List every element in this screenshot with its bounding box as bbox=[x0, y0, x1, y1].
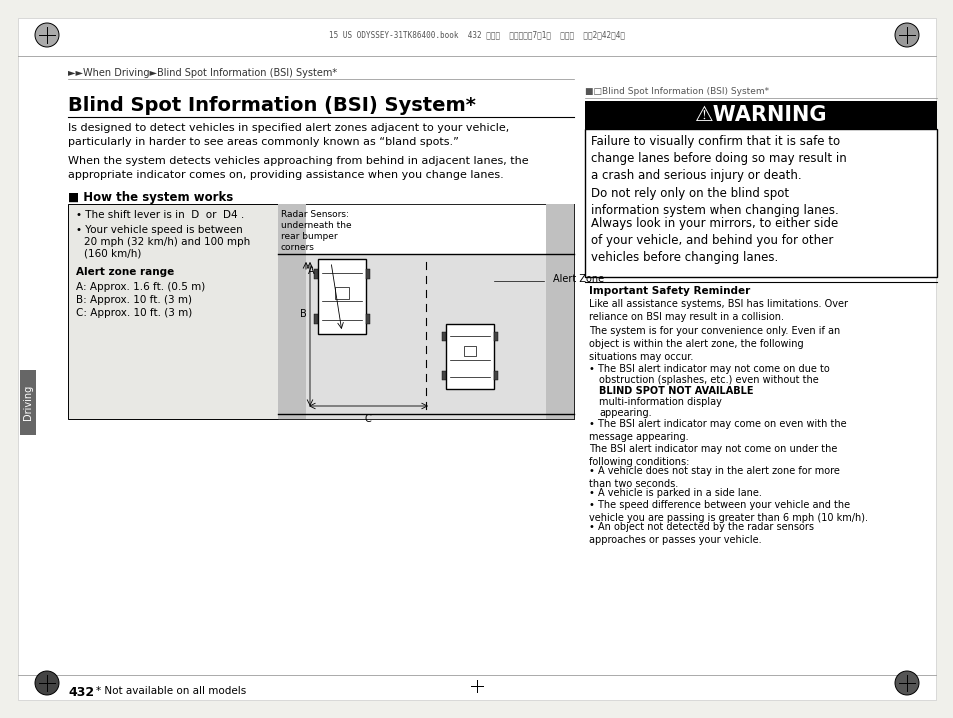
Text: BLIND SPOT NOT AVAILABLE: BLIND SPOT NOT AVAILABLE bbox=[598, 386, 753, 396]
Text: appearing.: appearing. bbox=[598, 408, 651, 418]
Text: obstruction (splashes, etc.) even without the: obstruction (splashes, etc.) even withou… bbox=[598, 375, 821, 385]
Text: • A vehicle does not stay in the alert zone for more
than two seconds.: • A vehicle does not stay in the alert z… bbox=[588, 466, 839, 489]
Bar bbox=[277, 204, 574, 419]
Text: 15 US ODYSSEY-31TK86400.book  432 ページ  ２０１４年7月1日  火曜日  午後2晉42晏4分: 15 US ODYSSEY-31TK86400.book 432 ページ ２０１… bbox=[329, 30, 624, 39]
Bar bbox=[68, 204, 574, 419]
Text: The system is for your convenience only. Even if an
object is within the alert z: The system is for your convenience only.… bbox=[588, 326, 840, 362]
Text: multi-information display: multi-information display bbox=[598, 397, 721, 407]
Text: The BSI alert indicator may not come on under the
following conditions:: The BSI alert indicator may not come on … bbox=[588, 444, 837, 467]
Text: ⚠WARNING: ⚠WARNING bbox=[694, 105, 826, 125]
Text: Alert Zone: Alert Zone bbox=[553, 274, 603, 284]
Bar bbox=[441, 371, 446, 380]
Text: • The speed difference between your vehicle and the
vehicle you are passing is g: • The speed difference between your vehi… bbox=[588, 500, 867, 523]
Text: • The BSI alert indicator may not come on due to: • The BSI alert indicator may not come o… bbox=[588, 364, 829, 374]
Bar bbox=[20, 370, 36, 435]
Text: B: B bbox=[299, 309, 307, 319]
Text: Always look in your mirrors, to either side
of your vehicle, and behind you for : Always look in your mirrors, to either s… bbox=[590, 217, 838, 264]
Circle shape bbox=[894, 671, 918, 695]
Text: Blind Spot Information (BSI) System*: Blind Spot Information (BSI) System* bbox=[68, 96, 476, 115]
Bar bbox=[314, 269, 317, 279]
Bar bbox=[335, 287, 349, 299]
Text: Driving: Driving bbox=[23, 384, 33, 419]
Bar bbox=[494, 332, 497, 341]
Text: B: Approx. 10 ft. (3 m): B: Approx. 10 ft. (3 m) bbox=[76, 295, 192, 305]
Text: 432: 432 bbox=[68, 686, 94, 699]
Text: When the system detects vehicles approaching from behind in adjacent lanes, the
: When the system detects vehicles approac… bbox=[68, 156, 528, 180]
Text: Do not rely only on the blind spot
information system when changing lanes.: Do not rely only on the blind spot infor… bbox=[590, 187, 838, 217]
Text: A: A bbox=[308, 266, 314, 276]
Bar bbox=[446, 324, 494, 389]
Text: Radar Sensors:
underneath the
rear bumper
corners: Radar Sensors: underneath the rear bumpe… bbox=[281, 210, 352, 252]
Bar bbox=[584, 101, 936, 129]
Text: Failure to visually confirm that it is safe to
change lanes before doing so may : Failure to visually confirm that it is s… bbox=[590, 135, 846, 182]
Text: • Your vehicle speed is between: • Your vehicle speed is between bbox=[76, 225, 242, 235]
Text: ■ How the system works: ■ How the system works bbox=[68, 191, 233, 204]
Text: Like all assistance systems, BSI has limitations. Over
reliance on BSI may resul: Like all assistance systems, BSI has lim… bbox=[588, 299, 847, 322]
Text: ■□Blind Spot Information (BSI) System*: ■□Blind Spot Information (BSI) System* bbox=[584, 87, 768, 96]
Text: C: Approx. 10 ft. (3 m): C: Approx. 10 ft. (3 m) bbox=[76, 308, 193, 318]
Text: • The shift lever is in  D  or  D4 .: • The shift lever is in D or D4 . bbox=[76, 210, 244, 220]
Circle shape bbox=[35, 23, 59, 47]
Text: • The BSI alert indicator may come on even with the
message appearing.: • The BSI alert indicator may come on ev… bbox=[588, 419, 845, 442]
Bar bbox=[441, 332, 446, 341]
Bar bbox=[306, 254, 545, 419]
Circle shape bbox=[35, 671, 59, 695]
Bar bbox=[584, 129, 936, 277]
Bar bbox=[366, 314, 370, 324]
Text: Alert zone range: Alert zone range bbox=[76, 267, 174, 277]
Bar bbox=[494, 371, 497, 380]
Bar bbox=[545, 204, 574, 419]
Bar bbox=[366, 269, 370, 279]
Text: A: Approx. 1.6 ft. (0.5 m): A: Approx. 1.6 ft. (0.5 m) bbox=[76, 282, 205, 292]
Text: ►►When Driving►Blind Spot Information (BSI) System*: ►►When Driving►Blind Spot Information (B… bbox=[68, 68, 336, 78]
Text: • A vehicle is parked in a side lane.: • A vehicle is parked in a side lane. bbox=[588, 488, 761, 498]
Text: C: C bbox=[364, 414, 371, 424]
Text: • An object not detected by the radar sensors
approaches or passes your vehicle.: • An object not detected by the radar se… bbox=[588, 522, 813, 545]
Text: (160 km/h): (160 km/h) bbox=[84, 249, 141, 259]
Bar bbox=[317, 259, 366, 334]
Bar bbox=[314, 314, 317, 324]
Text: 20 mph (32 km/h) and 100 mph: 20 mph (32 km/h) and 100 mph bbox=[84, 237, 250, 247]
Text: * Not available on all models: * Not available on all models bbox=[96, 686, 246, 696]
Text: Is designed to detect vehicles in specified alert zones adjacent to your vehicle: Is designed to detect vehicles in specif… bbox=[68, 123, 509, 146]
Circle shape bbox=[894, 23, 918, 47]
Bar bbox=[277, 204, 306, 419]
Bar bbox=[463, 346, 476, 356]
Text: Important Safety Reminder: Important Safety Reminder bbox=[588, 286, 749, 296]
